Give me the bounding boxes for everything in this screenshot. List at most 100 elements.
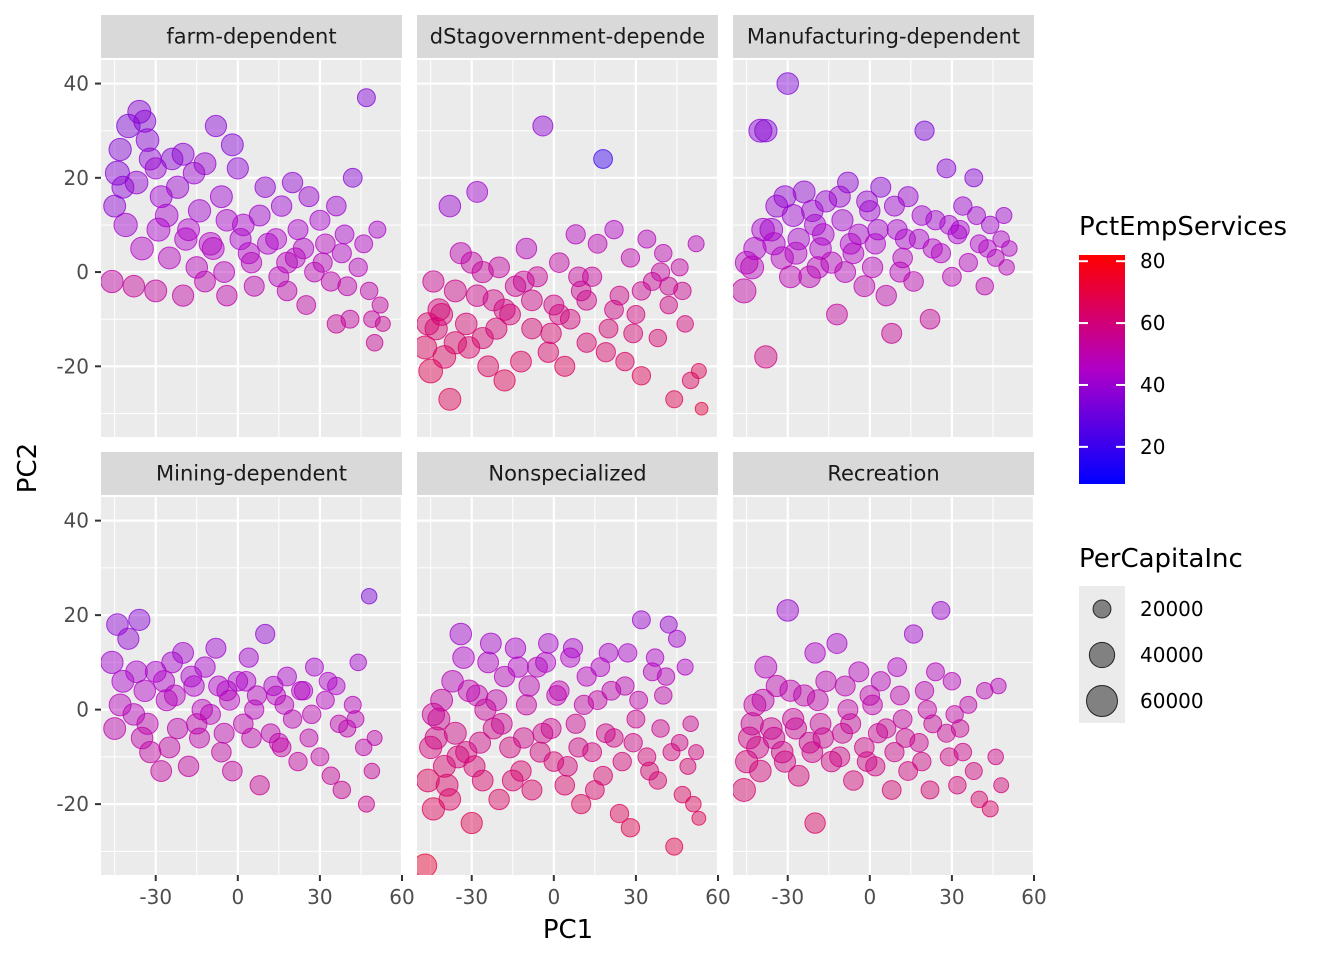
scatter-point xyxy=(488,788,510,811)
x-axis-title: PC1 xyxy=(543,915,593,945)
scatter-point xyxy=(111,669,135,693)
scatter-point xyxy=(186,713,208,735)
scatter-point xyxy=(291,681,311,701)
scatter-point xyxy=(493,369,516,392)
scatter-point xyxy=(331,243,352,264)
scatter-point xyxy=(670,258,689,277)
scatter-point xyxy=(268,266,290,288)
scatter-point xyxy=(631,610,651,630)
size-legend-label: 60000 xyxy=(1140,689,1204,713)
scatter-point xyxy=(931,600,951,620)
scatter-point xyxy=(964,168,984,188)
scatter-point xyxy=(568,266,589,288)
scatter-point xyxy=(443,331,467,355)
scatter-point xyxy=(682,715,699,733)
size-legend-items: 20000 40000 60000 xyxy=(1086,597,1204,717)
scatter-point xyxy=(853,275,876,298)
x-tick-label: 30 xyxy=(939,885,964,909)
scatter-point xyxy=(240,251,263,274)
scatter-point xyxy=(507,656,529,678)
scatter-point xyxy=(485,317,508,340)
scatter-point xyxy=(651,719,670,738)
scatter-point xyxy=(201,237,225,260)
scatter-point xyxy=(135,128,160,152)
panel-points xyxy=(417,115,709,416)
scatter-point xyxy=(856,751,878,772)
scatter-point xyxy=(270,195,293,217)
scatter-point xyxy=(185,256,209,279)
scatter-point xyxy=(760,717,783,740)
scatter-point xyxy=(187,199,212,223)
scatter-point xyxy=(139,741,162,764)
scatter-point xyxy=(246,685,268,706)
scatter-point xyxy=(626,305,646,324)
scatter-point xyxy=(856,190,878,213)
y-axis-title: PC2 xyxy=(13,443,43,493)
scatter-point xyxy=(694,401,709,416)
scatter-point xyxy=(277,666,297,687)
scatter-point xyxy=(875,284,897,307)
facet-strip xyxy=(101,15,402,58)
scatter-point xyxy=(659,295,678,315)
scatter-point xyxy=(890,685,910,706)
scatter-point xyxy=(284,247,306,269)
x-tick-label: 0 xyxy=(547,885,560,909)
scatter-point xyxy=(183,675,205,697)
scatter-point xyxy=(216,284,238,307)
scatter-point xyxy=(559,308,581,330)
panel-points xyxy=(733,72,1018,369)
scatter-point xyxy=(219,689,241,711)
scatter-point xyxy=(620,818,641,838)
scatter-point xyxy=(892,709,913,729)
facet-strip xyxy=(733,452,1034,495)
facet-panel: Mining-dependent xyxy=(101,452,404,875)
scatter-point xyxy=(430,303,454,326)
scatter-point xyxy=(493,298,516,321)
scatter-point xyxy=(923,714,943,734)
scatter-point xyxy=(512,270,535,293)
scatter-point xyxy=(189,727,211,749)
scatter-point xyxy=(859,200,881,222)
scatter-point xyxy=(981,800,999,818)
scatter-point xyxy=(208,675,230,697)
scatter-point xyxy=(673,281,692,301)
scatter-point xyxy=(535,651,557,673)
scatter-point xyxy=(806,256,830,279)
size-legend-key xyxy=(1088,641,1116,669)
scatter-point xyxy=(354,738,373,757)
scatter-point xyxy=(650,262,671,282)
facet-strip-clip: farm-dependent xyxy=(166,25,336,49)
scatter-point xyxy=(348,257,368,278)
scatter-point xyxy=(804,213,827,237)
scatter-point xyxy=(595,342,616,363)
scatter-point xyxy=(554,355,576,377)
scatter-point xyxy=(463,755,486,778)
facet-panel: Nonspecialized xyxy=(417,452,720,875)
scatter-point xyxy=(538,633,559,654)
scatter-point xyxy=(903,624,924,644)
scatter-point xyxy=(784,717,808,740)
scatter-point xyxy=(776,599,800,622)
scatter-point xyxy=(205,637,227,659)
scatter-point xyxy=(950,219,970,240)
scatter-point xyxy=(975,681,994,700)
scatter-point xyxy=(321,766,341,785)
size-legend: PerCapitaInc 20000 40000 60000 xyxy=(1079,544,1243,723)
scatter-point xyxy=(576,290,597,311)
scatter-point xyxy=(815,670,837,692)
scatter-point xyxy=(211,741,232,763)
scatter-point xyxy=(274,695,295,715)
scatter-point xyxy=(787,227,810,251)
scatter-point xyxy=(826,632,848,654)
scatter-point xyxy=(229,227,252,251)
scatter-point xyxy=(945,705,964,724)
scatter-point xyxy=(839,232,862,255)
x-tick-label: 60 xyxy=(705,885,730,909)
scatter-point xyxy=(136,712,159,735)
scatter-point xyxy=(460,811,483,835)
scatter-point xyxy=(804,642,826,664)
scatter-point xyxy=(814,190,838,213)
scatter-point xyxy=(263,675,284,697)
facet-strip-clip: Nonspecialized xyxy=(488,462,646,486)
